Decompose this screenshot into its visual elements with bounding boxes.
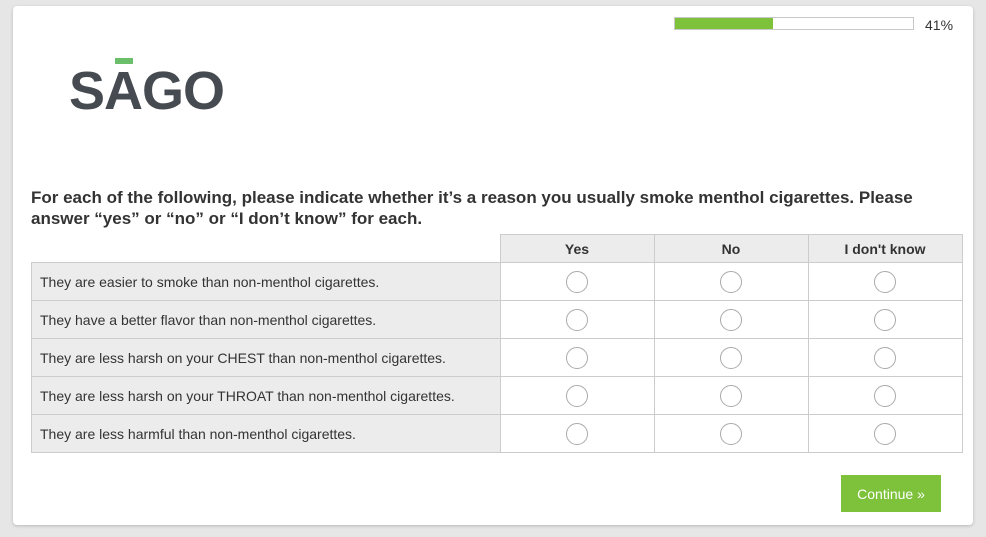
radio-yes[interactable] [566, 308, 588, 331]
table-row: They are less harsh on your CHEST than n… [31, 338, 963, 377]
response-grid: Yes No I don't know They are easier to s… [31, 234, 963, 453]
cell-dont-know [807, 376, 963, 415]
column-header-dont-know: I don't know [807, 234, 963, 263]
cell-yes [499, 376, 655, 415]
cell-no [653, 262, 809, 301]
cell-no [653, 414, 809, 453]
cell-dont-know [807, 414, 963, 453]
cell-dont-know [807, 262, 963, 301]
column-header-yes: Yes [499, 234, 655, 263]
radio-no[interactable] [720, 384, 742, 407]
row-label: They are less harmful than non-menthol c… [31, 414, 501, 453]
column-header-no: No [653, 234, 809, 263]
table-row: They have a better flavor than non-menth… [31, 300, 963, 339]
cell-dont-know [807, 300, 963, 339]
cell-no [653, 376, 809, 415]
progress-bar [674, 17, 914, 30]
cell-yes [499, 338, 655, 377]
progress-percent: 41% [925, 17, 954, 33]
radio-dont-know[interactable] [874, 308, 896, 331]
table-row: They are less harsh on your THROAT than … [31, 376, 963, 415]
radio-no[interactable] [720, 270, 742, 293]
progress-fill [675, 18, 773, 29]
radio-yes[interactable] [566, 270, 588, 293]
radio-dont-know[interactable] [874, 346, 896, 369]
radio-yes[interactable] [566, 346, 588, 369]
continue-button[interactable]: Continue » [841, 475, 941, 512]
cell-dont-know [807, 338, 963, 377]
radio-no[interactable] [720, 346, 742, 369]
cell-yes [499, 414, 655, 453]
radio-dont-know[interactable] [874, 270, 896, 293]
radio-yes[interactable] [566, 422, 588, 445]
radio-no[interactable] [720, 422, 742, 445]
radio-no[interactable] [720, 308, 742, 331]
survey-card: 41% SAGO For each of the following, plea… [13, 6, 973, 525]
row-label: They are easier to smoke than non-mentho… [31, 262, 501, 301]
radio-dont-know[interactable] [874, 384, 896, 407]
cell-yes [499, 262, 655, 301]
radio-dont-know[interactable] [874, 422, 896, 445]
table-row: They are less harmful than non-menthol c… [31, 414, 963, 453]
row-label: They are less harsh on your CHEST than n… [31, 338, 501, 377]
row-label: They are less harsh on your THROAT than … [31, 376, 501, 415]
cell-yes [499, 300, 655, 339]
cell-no [653, 300, 809, 339]
row-label: They have a better flavor than non-menth… [31, 300, 501, 339]
table-row: They are easier to smoke than non-mentho… [31, 262, 963, 301]
sago-logo: SAGO [69, 56, 225, 126]
cell-no [653, 338, 809, 377]
question-text: For each of the following, please indica… [31, 188, 913, 228]
radio-yes[interactable] [566, 384, 588, 407]
